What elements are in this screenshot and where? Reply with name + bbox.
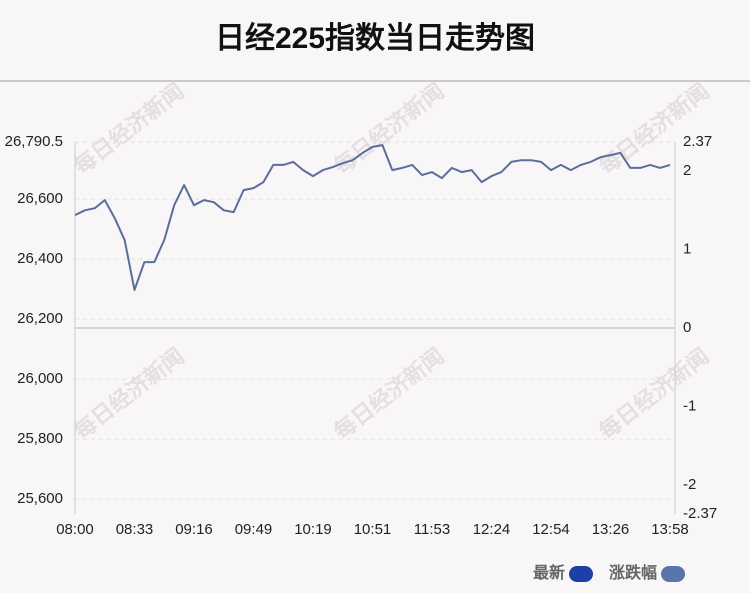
x-tick-label: 12:54 bbox=[532, 521, 570, 538]
y-tick-label: 25,600 bbox=[17, 490, 63, 507]
y2-tick-label: 0 bbox=[683, 319, 691, 336]
y-tick-label: 26,600 bbox=[17, 190, 63, 207]
y-tick-label: 26,400 bbox=[17, 250, 63, 267]
y-tick-label: 25,800 bbox=[17, 430, 63, 447]
x-tick-label: 10:51 bbox=[354, 521, 392, 538]
x-tick-label: 08:00 bbox=[56, 521, 94, 538]
x-tick-label: 12:24 bbox=[473, 521, 511, 538]
legend-swatch bbox=[661, 566, 686, 582]
y2-tick-label: 2.37 bbox=[683, 133, 712, 150]
legend-swatch bbox=[569, 566, 594, 582]
x-tick-label: 09:49 bbox=[235, 521, 273, 538]
y2-tick-label: 1 bbox=[683, 240, 691, 257]
chart-title: 日经225指数当日走势图 bbox=[215, 21, 535, 55]
legend-label: 涨跌幅 bbox=[609, 563, 657, 582]
y2-tick-label: -1 bbox=[683, 397, 696, 414]
watermark: 每日经济新闻 bbox=[69, 78, 188, 179]
x-tick-label: 13:26 bbox=[592, 521, 630, 538]
x-tick-label: 08:33 bbox=[116, 521, 154, 538]
watermark: 每日经济新闻 bbox=[594, 343, 713, 444]
x-tick-label: 09:16 bbox=[175, 521, 213, 538]
watermark: 每日经济新闻 bbox=[329, 343, 448, 444]
watermark: 每日经济新闻 bbox=[594, 78, 713, 179]
watermark: 每日经济新闻 bbox=[69, 343, 188, 444]
y-tick-label: 26,790.5 bbox=[5, 133, 63, 150]
y-tick-label: 26,000 bbox=[17, 370, 63, 387]
y2-tick-label: -2.37 bbox=[683, 505, 717, 522]
y2-tick-label: -2 bbox=[683, 476, 696, 493]
y-tick-label: 26,200 bbox=[17, 310, 63, 327]
price-line bbox=[74, 144, 671, 291]
x-tick-label: 10:19 bbox=[294, 521, 332, 538]
x-tick-label: 11:53 bbox=[414, 521, 450, 538]
y2-tick-label: 2 bbox=[683, 162, 691, 179]
x-tick-label: 13:58 bbox=[651, 521, 689, 538]
legend-label: 最新 bbox=[533, 563, 565, 582]
